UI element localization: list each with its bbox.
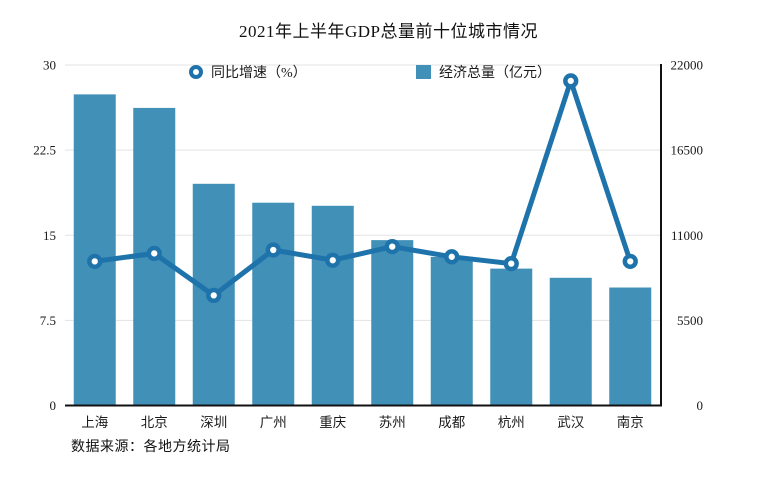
legend-item-growth-rate[interactable]: 同比增速（%） (189, 63, 307, 81)
square-marker-icon (416, 64, 431, 79)
category-label-广州: 广州 (260, 415, 287, 430)
right-axis-tick-5500: 5500 (677, 313, 703, 328)
left-axis-tick-0: 0 (50, 398, 57, 413)
line-marker-武汉 (563, 73, 579, 89)
category-label-深圳: 深圳 (200, 415, 227, 430)
category-label-北京: 北京 (141, 415, 168, 430)
bar-上海 (73, 94, 116, 406)
category-label-成都: 成都 (438, 415, 465, 430)
line-marker-苏州 (384, 238, 400, 255)
line-marker-北京 (146, 245, 162, 262)
line-marker-广州 (265, 242, 281, 258)
data-source-note: 数据来源：各地方统计局 (71, 440, 231, 455)
category-label-重庆: 重庆 (319, 415, 346, 430)
left-axis-tick-7.5: 7.5 (40, 313, 56, 328)
category-label-杭州: 杭州 (498, 415, 525, 430)
chart-title: 2021年上半年GDP总量前十位城市情况 (238, 22, 538, 41)
right-axis-tick-22000: 22000 (671, 58, 704, 73)
legend-label-gdp-total: 经济总量（亿元） (439, 65, 551, 81)
line-marker-深圳 (206, 287, 222, 304)
line-marker-重庆 (325, 252, 341, 268)
growth-line (92, 78, 633, 298)
line-marker-成都 (444, 249, 460, 265)
legend-label-growth-rate: 同比增速（%） (211, 65, 307, 81)
line-marker-南京 (622, 253, 638, 270)
right-axis-tick-16500: 16500 (671, 143, 704, 158)
bar-重庆 (311, 205, 354, 406)
legend-item-gdp-total[interactable]: 经济总量（亿元） (416, 63, 551, 81)
line-series (87, 73, 638, 304)
line-marker-上海 (87, 253, 103, 270)
bar-南京 (609, 287, 652, 406)
category-label-上海: 上海 (81, 415, 108, 430)
bar-成都 (430, 256, 473, 406)
ring-marker-icon (189, 64, 203, 79)
category-label-武汉: 武汉 (557, 415, 585, 430)
axes (65, 64, 662, 407)
left-axis-tick-15: 15 (43, 228, 56, 243)
line-marker-杭州 (503, 255, 519, 272)
bar-广州 (252, 202, 295, 406)
category-label-南京: 南京 (617, 415, 644, 430)
bar-苏州 (371, 240, 414, 406)
axis-labels: 0 7.5 15 22.5 30 0 5500 11000 16500 22000 上海 北京 深圳 广州… (33, 58, 703, 431)
bar-杭州 (490, 268, 533, 406)
category-label-苏州: 苏州 (379, 415, 406, 430)
left-axis-tick-22.5: 22.5 (33, 143, 56, 158)
left-axis-tick-30: 30 (43, 58, 56, 73)
right-axis-tick-11000: 11000 (671, 228, 703, 243)
bar-武汉 (549, 277, 592, 406)
right-axis-tick-0: 0 (697, 398, 704, 413)
